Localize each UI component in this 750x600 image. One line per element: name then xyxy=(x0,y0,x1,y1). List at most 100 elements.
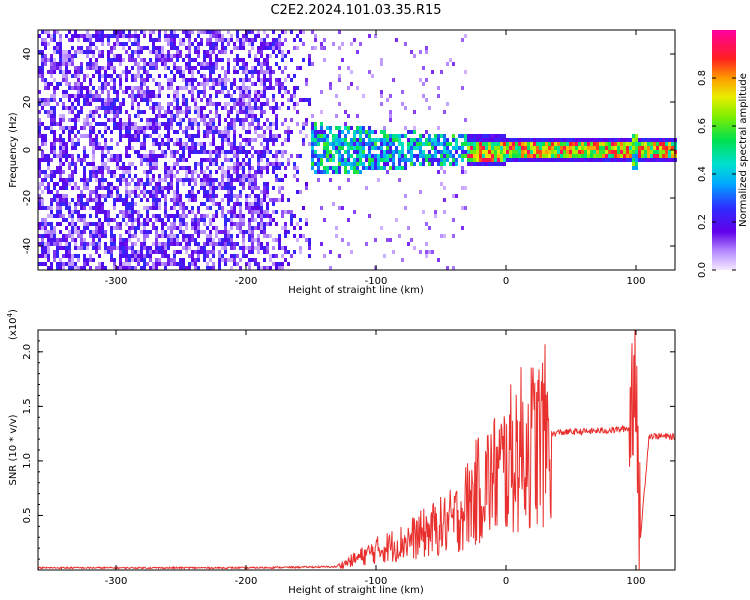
spectrogram-cell xyxy=(230,106,233,110)
spectrogram-cell xyxy=(56,202,59,206)
spectrogram-cell xyxy=(140,214,143,218)
spectrogram-cell xyxy=(221,38,224,42)
spectrogram-cell xyxy=(185,126,188,130)
spectrogram-cell xyxy=(425,130,428,134)
spectrogram-cell xyxy=(59,138,62,142)
spectrogram-cell xyxy=(152,166,155,170)
spectrogram-cell xyxy=(344,150,347,154)
spectrogram-cell xyxy=(449,162,452,166)
spectrogram-cell xyxy=(107,118,110,122)
spectrogram-cell xyxy=(323,38,326,42)
spectrogram-cell xyxy=(200,182,203,186)
spectrogram-cell xyxy=(53,78,56,82)
spectrogram-cell xyxy=(98,226,101,230)
spectrogram-cell xyxy=(203,54,206,58)
spectrogram-cell xyxy=(251,82,254,86)
spectrogram-cell xyxy=(119,34,122,38)
spectrogram-cell xyxy=(227,58,230,62)
spectrogram-cell xyxy=(242,62,245,66)
spectrogram-cell xyxy=(365,130,368,134)
spectrogram-cell xyxy=(215,110,218,114)
spectrogram-cell xyxy=(158,206,161,210)
spectrogram-cell xyxy=(50,266,53,270)
spectrogram-cell xyxy=(92,258,95,262)
spectrogram-cell xyxy=(281,246,284,250)
spectrogram-cell xyxy=(386,98,389,102)
spectrogram-cell xyxy=(617,142,620,146)
spectrogram-cell xyxy=(158,146,161,150)
spectrogram-cell xyxy=(449,154,452,158)
spectrogram-cell xyxy=(167,102,170,106)
spectrogram-cell xyxy=(209,266,212,270)
spectrogram-cell xyxy=(392,250,395,254)
spectrogram-cell xyxy=(122,262,125,266)
spectrogram-cell xyxy=(86,178,89,182)
spectrogram-cell xyxy=(179,74,182,78)
spectrogram-cell xyxy=(56,166,59,170)
spectrogram-cell xyxy=(452,218,455,222)
spectrogram-cell xyxy=(131,74,134,78)
spectrogram-cell xyxy=(89,102,92,106)
spectrogram-cell xyxy=(188,30,191,34)
spectrogram-cell xyxy=(98,38,101,42)
spectrogram-cell xyxy=(266,98,269,102)
spectrogram-cell xyxy=(188,178,191,182)
spectrogram-cell xyxy=(44,38,47,42)
spectrogram-cell xyxy=(503,134,506,138)
spectrogram-cell xyxy=(194,58,197,62)
spectrogram-cell xyxy=(635,142,638,146)
spectrogram-cell xyxy=(104,82,107,86)
spectrogram-cell xyxy=(209,86,212,90)
spectrogram-cell xyxy=(167,106,170,110)
spectrogram-cell xyxy=(50,118,53,122)
spectrogram-cell xyxy=(104,246,107,250)
spectrogram-cell xyxy=(101,206,104,210)
spectrogram-cell xyxy=(92,150,95,154)
spectrogram-cell xyxy=(203,242,206,246)
spectrogram-cell xyxy=(452,194,455,198)
spectrogram-cell xyxy=(179,242,182,246)
spectrogram-cell xyxy=(44,158,47,162)
spectrogram-cell xyxy=(224,182,227,186)
spectrogram-cell xyxy=(62,94,65,98)
spectrogram-cell xyxy=(416,138,419,142)
spectrogram-cell xyxy=(248,110,251,114)
spectrogram-cell xyxy=(446,158,449,162)
spectrogram-cell xyxy=(326,142,329,146)
spectrogram-cell xyxy=(314,154,317,158)
spectrogram-cell xyxy=(107,170,110,174)
spectrogram-cell xyxy=(272,154,275,158)
spectrogram-cell xyxy=(152,106,155,110)
spectrogram-cell xyxy=(209,110,212,114)
spectrogram-cell xyxy=(338,150,341,154)
spectrogram-cell xyxy=(236,114,239,118)
spectrogram-cell xyxy=(233,134,236,138)
spectrogram-cell xyxy=(323,254,326,258)
spectrogram-cell xyxy=(227,90,230,94)
spectrogram-cell xyxy=(506,146,509,150)
spectrogram-cell xyxy=(89,258,92,262)
spectrogram-cell xyxy=(662,154,665,158)
spectrogram-cell xyxy=(131,94,134,98)
spectrogram-cell xyxy=(41,74,44,78)
spectrogram-cell xyxy=(119,246,122,250)
spectrogram-cell xyxy=(50,82,53,86)
spectrogram-cell xyxy=(332,166,335,170)
spectrogram-cell xyxy=(587,150,590,154)
spectrogram-cell xyxy=(560,142,563,146)
spectrogram-cell xyxy=(89,110,92,114)
colorbar-label: Normalized spectral amplitude xyxy=(738,73,749,227)
spectrogram-cell xyxy=(272,122,275,126)
spectrogram-cell xyxy=(176,110,179,114)
spectrogram-cell xyxy=(110,98,113,102)
spectrogram-cell xyxy=(146,86,149,90)
colorbar-tick-label: 0.6 xyxy=(697,118,708,134)
spectrogram-cell xyxy=(389,238,392,242)
spectrogram-cell xyxy=(245,142,248,146)
spectrogram-cell xyxy=(101,82,104,86)
spectrogram-cell xyxy=(215,114,218,118)
spectrogram-cell xyxy=(128,134,131,138)
spectrogram-cell xyxy=(68,98,71,102)
spectrogram-cell xyxy=(125,126,128,130)
spectrogram-cell xyxy=(545,150,548,154)
